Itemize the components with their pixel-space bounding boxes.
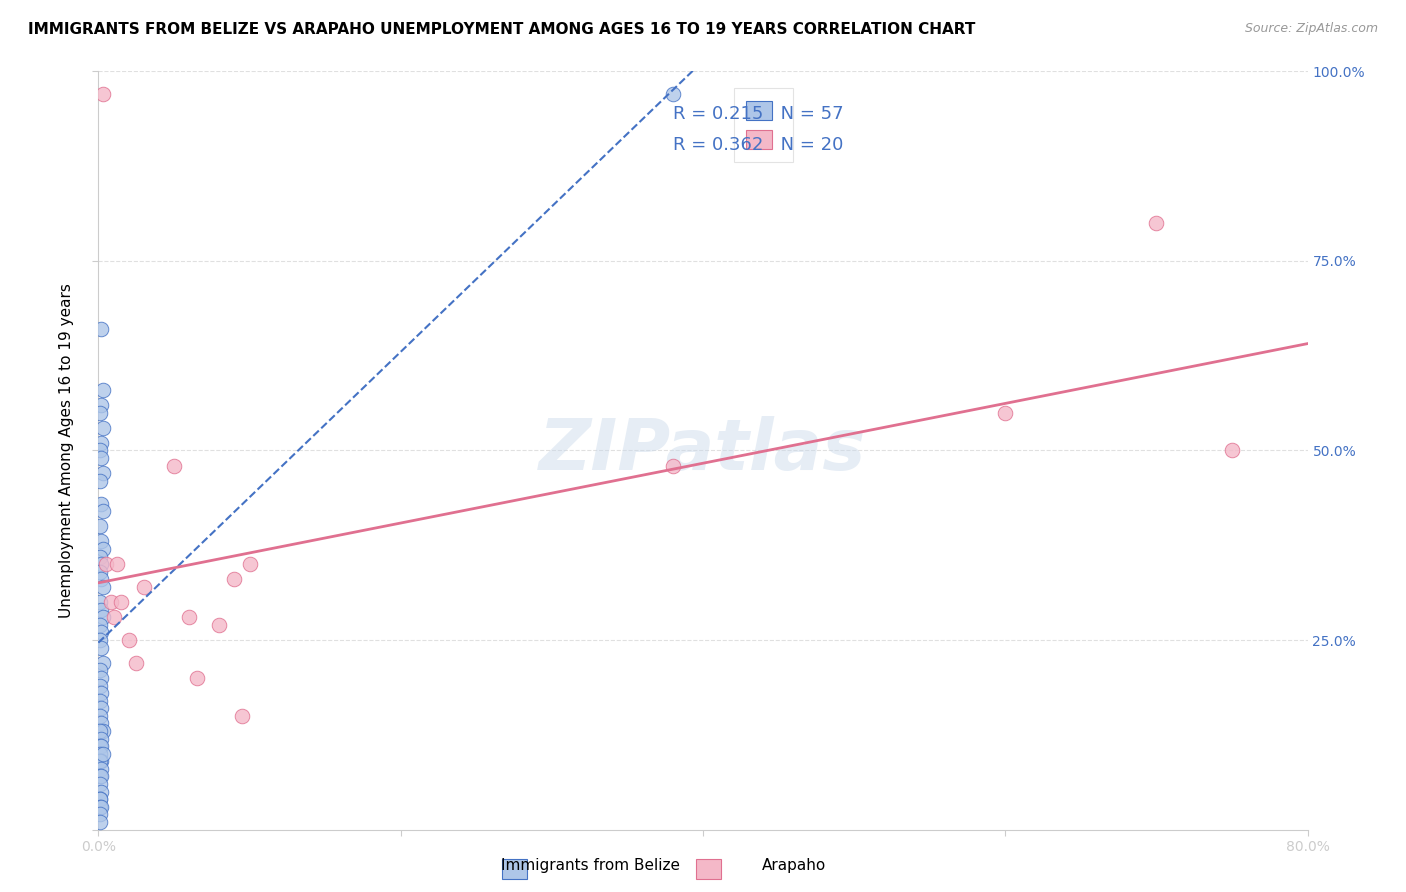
- Point: [89, 807, 111, 822]
- Point: [661, 87, 683, 102]
- Point: [105, 557, 128, 572]
- Point: [110, 595, 132, 609]
- Point: [90, 557, 112, 572]
- Point: [90, 573, 112, 587]
- Point: [89, 549, 111, 564]
- Point: [132, 580, 155, 594]
- Point: [90, 762, 112, 776]
- Point: [89, 777, 111, 791]
- Point: [89, 519, 111, 533]
- Point: [91, 383, 114, 397]
- Point: [91, 87, 114, 102]
- Point: [90, 785, 112, 799]
- Point: [90, 671, 112, 685]
- Point: [91, 747, 114, 761]
- Point: [661, 458, 683, 473]
- Point: [90, 800, 112, 814]
- Point: [91, 542, 114, 557]
- Text: Source: ZipAtlas.com: Source: ZipAtlas.com: [1244, 22, 1378, 36]
- Point: [163, 458, 186, 473]
- Text: Immigrants from Belize: Immigrants from Belize: [501, 858, 681, 872]
- Point: [90, 716, 112, 731]
- Point: [1220, 443, 1243, 458]
- Point: [239, 557, 262, 572]
- Point: [90, 398, 112, 412]
- Point: [90, 686, 112, 700]
- Point: [89, 792, 111, 806]
- Point: [89, 405, 111, 420]
- Point: [994, 405, 1017, 420]
- Point: [90, 755, 112, 769]
- Point: [179, 610, 201, 624]
- Point: [89, 443, 111, 458]
- Point: [89, 739, 111, 753]
- Point: [89, 769, 111, 784]
- Point: [90, 739, 112, 753]
- Point: [100, 595, 122, 609]
- Y-axis label: Unemployment Among Ages 16 to 19 years: Unemployment Among Ages 16 to 19 years: [59, 283, 75, 618]
- Point: [89, 694, 111, 708]
- Point: [89, 678, 111, 692]
- Point: [91, 580, 114, 594]
- Point: [91, 467, 114, 481]
- Point: [103, 610, 125, 624]
- Point: [91, 610, 114, 624]
- Text: R = 0.215   N = 57: R = 0.215 N = 57: [672, 105, 844, 123]
- Point: [90, 496, 112, 510]
- Point: [90, 436, 112, 450]
- Point: [89, 664, 111, 678]
- Point: [91, 421, 114, 435]
- Point: [125, 656, 148, 670]
- Point: [90, 451, 112, 466]
- Point: [118, 633, 141, 648]
- Text: R = 0.362   N = 20: R = 0.362 N = 20: [672, 136, 844, 153]
- Point: [90, 640, 112, 655]
- Point: [186, 671, 208, 685]
- Point: [89, 792, 111, 806]
- Text: Arapaho: Arapaho: [762, 858, 827, 872]
- Point: [89, 565, 111, 579]
- Text: IMMIGRANTS FROM BELIZE VS ARAPAHO UNEMPLOYMENT AMONG AGES 16 TO 19 YEARS CORRELA: IMMIGRANTS FROM BELIZE VS ARAPAHO UNEMPL…: [28, 22, 976, 37]
- Point: [90, 701, 112, 715]
- Point: [89, 617, 111, 632]
- Point: [89, 708, 111, 723]
- Point: [90, 534, 112, 549]
- Point: [90, 769, 112, 784]
- Point: [91, 656, 114, 670]
- Point: [89, 755, 111, 769]
- Point: [89, 815, 111, 830]
- Point: [94, 557, 117, 572]
- Point: [89, 747, 111, 761]
- Legend: , : ,: [734, 88, 793, 162]
- Point: [231, 708, 253, 723]
- Point: [90, 625, 112, 640]
- Point: [89, 724, 111, 739]
- Point: [91, 504, 114, 518]
- Point: [208, 617, 231, 632]
- Point: [1144, 216, 1167, 230]
- Point: [89, 595, 111, 609]
- Point: [89, 633, 111, 648]
- Point: [89, 474, 111, 488]
- Point: [89, 800, 111, 814]
- Point: [90, 603, 112, 617]
- Point: [90, 731, 112, 746]
- Point: [91, 724, 114, 739]
- Point: [224, 573, 246, 587]
- Text: ZIPatlas: ZIPatlas: [540, 416, 866, 485]
- Point: [90, 322, 112, 336]
